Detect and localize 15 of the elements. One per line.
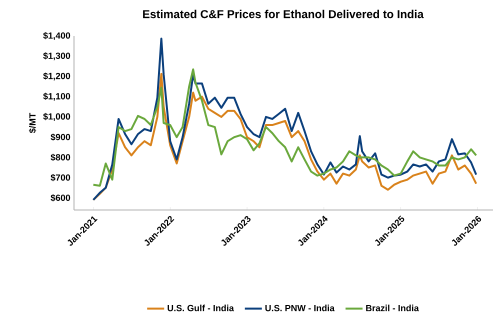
line-series xyxy=(92,38,478,201)
y-tick-label: $1,300 xyxy=(43,52,70,60)
y-tick-label: $1,400 xyxy=(43,32,70,40)
y-axis-title: $/MT xyxy=(28,112,36,134)
y-tick-label: $900 xyxy=(50,134,70,141)
chart-title: Estimated C&F Prices for Ethanol Delivered to India xyxy=(143,10,424,18)
y-tick-label: $1,200 xyxy=(43,72,70,80)
y-tick-label: $1,100 xyxy=(43,92,70,101)
y-tick-label: $600 xyxy=(50,194,70,202)
y-tick-label: $1,000 xyxy=(43,112,70,121)
y-tick-label: $700 xyxy=(50,174,70,182)
y-tick-label: $800 xyxy=(50,154,70,162)
legend-label: Brazil - India xyxy=(366,304,419,312)
legend-label: U.S. PNW - India xyxy=(265,304,335,312)
legend-label: U.S. Gulf - India xyxy=(168,304,234,312)
